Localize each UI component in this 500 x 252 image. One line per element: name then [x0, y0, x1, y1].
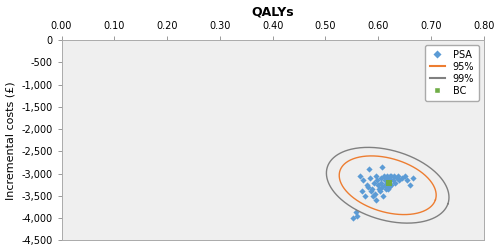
Point: [384, 176, 392, 180]
Point: [403, 178, 411, 182]
Point: [382, 178, 390, 182]
Point: [376, 190, 384, 194]
Point: [372, 198, 380, 202]
Point: [378, 181, 386, 185]
Point: [371, 192, 379, 196]
Y-axis label: Incremental costs (£): Incremental costs (£): [6, 81, 16, 200]
Point: [352, 209, 360, 213]
Point: [374, 187, 382, 191]
Legend: PSA, 95%, 99%, BC: PSA, 95%, 99%, BC: [426, 45, 479, 101]
Point: [390, 174, 398, 178]
Point: [381, 183, 389, 187]
Point: [364, 167, 372, 171]
Point: [361, 194, 369, 198]
Point: [356, 174, 364, 178]
Point: [370, 181, 378, 185]
Point: [353, 214, 361, 218]
Point: [383, 183, 391, 187]
Point: [374, 183, 382, 187]
Point: [386, 178, 394, 182]
Point: [366, 176, 374, 180]
Point: [385, 181, 393, 185]
Point: [388, 174, 396, 178]
Point: [386, 185, 394, 189]
Point: [378, 165, 386, 169]
Point: [389, 178, 397, 182]
Point: [373, 178, 381, 182]
Point: [384, 187, 392, 191]
Point: [378, 185, 386, 189]
Point: [387, 183, 395, 187]
Point: [369, 194, 377, 198]
Point: [391, 181, 399, 185]
Point: [392, 176, 400, 180]
Point: [386, 174, 394, 178]
Point: [368, 187, 376, 191]
Point: [400, 174, 408, 178]
X-axis label: QALYs: QALYs: [252, 6, 294, 19]
Point: [368, 190, 376, 194]
Point: [382, 174, 390, 178]
Point: [377, 176, 385, 180]
Point: [362, 183, 370, 187]
Point: [385, 181, 393, 185]
Point: [394, 174, 402, 178]
Point: [380, 174, 388, 178]
Point: [398, 176, 406, 180]
Point: [350, 216, 358, 220]
Point: [396, 178, 404, 182]
Point: [360, 178, 368, 182]
Point: [380, 178, 388, 182]
Point: [380, 194, 388, 198]
Point: [382, 187, 390, 191]
Point: [372, 174, 380, 178]
Point: [364, 185, 372, 189]
Point: [408, 176, 416, 180]
Point: [358, 190, 366, 194]
Point: [406, 183, 414, 187]
